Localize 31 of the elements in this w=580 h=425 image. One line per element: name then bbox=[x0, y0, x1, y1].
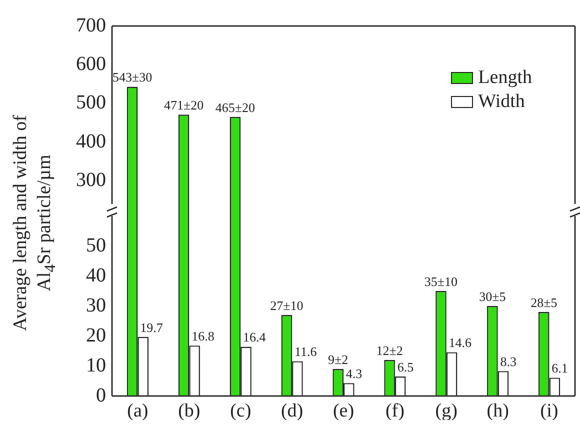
data-label: 11.6 bbox=[294, 344, 318, 360]
data-label: 16.8 bbox=[192, 328, 214, 344]
y-tick-label: 700 bbox=[76, 14, 106, 36]
y-tick-label: 10 bbox=[86, 354, 106, 376]
y-tick-label: 300 bbox=[76, 169, 106, 192]
data-label: 35±10 bbox=[424, 274, 458, 289]
data-label: 14.6 bbox=[448, 335, 472, 350]
y-tick-label: 30 bbox=[86, 294, 106, 316]
data-label: 4.3 bbox=[346, 366, 362, 382]
data-label: 19.7 bbox=[140, 320, 164, 335]
data-label: 6.1 bbox=[552, 360, 568, 376]
y-tick-label: 600 bbox=[76, 52, 106, 75]
data-label: 28±5 bbox=[530, 294, 558, 310]
data-label: 8.3 bbox=[500, 354, 516, 370]
data-label: 465±20 bbox=[215, 100, 256, 115]
data-label: 9±2 bbox=[328, 352, 348, 367]
data-label: 471±20 bbox=[164, 98, 204, 113]
legend-label: Length bbox=[478, 66, 532, 90]
y-tick-label: 400 bbox=[76, 130, 106, 152]
data-label: 27±10 bbox=[270, 298, 304, 313]
y-tick-label: 40 bbox=[86, 264, 106, 286]
data-label: 543±30 bbox=[112, 70, 152, 85]
data-label: 30±5 bbox=[479, 288, 506, 304]
y-tick-label: 0 bbox=[96, 384, 106, 406]
y-tick-label: 500 bbox=[76, 92, 106, 114]
y-tick-label: 20 bbox=[86, 324, 106, 346]
legend-label: Width bbox=[478, 90, 525, 114]
data-label: 12±2 bbox=[376, 342, 403, 358]
data-label: 6.5 bbox=[397, 359, 414, 374]
data-label: 16.4 bbox=[243, 330, 266, 345]
y-tick-label: 50 bbox=[86, 234, 106, 256]
